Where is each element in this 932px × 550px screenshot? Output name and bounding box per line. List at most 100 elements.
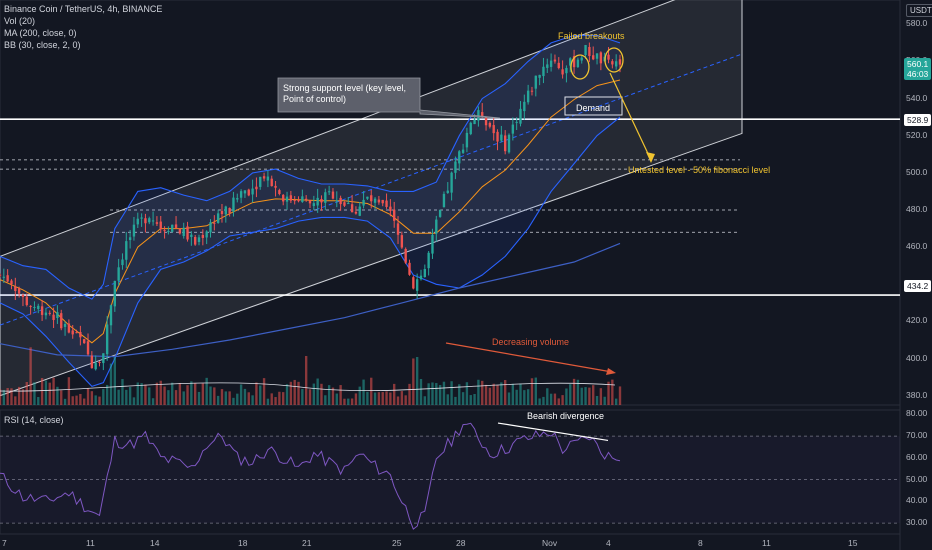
volume-bar [190, 381, 193, 405]
candle-body [151, 220, 155, 222]
volume-bar [500, 382, 503, 405]
volume-bar [33, 382, 36, 405]
candle-body [117, 267, 120, 281]
bollinger-legend[interactable]: BB (30, close, 2, 0) [4, 40, 81, 50]
time-tick: 11 [762, 538, 771, 548]
volume-bar [308, 389, 312, 405]
volume-bar [530, 378, 534, 405]
candle-body [488, 122, 492, 127]
candle-body [446, 190, 449, 193]
currency-badge[interactable]: USDT [906, 4, 932, 17]
candle-body [312, 203, 316, 207]
volume-bar [614, 398, 618, 405]
time-tick: 11 [86, 538, 95, 548]
resistance-level-badge: 528.9 [904, 114, 932, 126]
volume-bar [109, 363, 113, 405]
volume-bar [458, 384, 461, 405]
candle-body [500, 134, 503, 141]
volume-bar [205, 377, 208, 405]
candle-body [262, 176, 266, 179]
volume-bar [209, 386, 212, 405]
candle-body [530, 90, 534, 92]
breakout-circle [604, 47, 624, 73]
volume-bar [442, 381, 446, 405]
price-tick: 400.0 [906, 352, 928, 363]
price-tick: 520.0 [906, 129, 928, 140]
price-tick: 380.0 [906, 389, 928, 400]
candle-body [48, 312, 51, 314]
candle-body [350, 204, 354, 213]
volume-bar [354, 393, 358, 405]
volume-bar [262, 378, 266, 405]
candle-body [2, 276, 6, 278]
price-tick: 500.0 [906, 166, 928, 177]
candle-body [239, 191, 243, 198]
ma-legend[interactable]: MA (200, close, 0) [4, 28, 77, 38]
volume-legend[interactable]: Vol (20) [4, 16, 36, 26]
support-level-badge: 434.2 [904, 280, 932, 292]
candle-body [71, 330, 74, 335]
volume-bar [427, 383, 430, 405]
candle-body [236, 198, 239, 200]
candle-body [121, 259, 124, 266]
volume-bar [511, 383, 515, 405]
candle-body [526, 90, 530, 103]
volume-bar [182, 391, 185, 405]
candle-body [213, 222, 216, 224]
volume-bar [136, 382, 139, 405]
volume-bar [438, 384, 442, 405]
rsi-legend[interactable]: RSI (14, close) [4, 415, 64, 425]
candle-body [614, 61, 618, 67]
volume-bar [186, 385, 189, 405]
volume-bar [132, 397, 136, 405]
candle-body [435, 219, 438, 234]
volume-bar [603, 396, 606, 405]
candle-body [450, 172, 453, 193]
channel-midline [0, 53, 743, 326]
volume-bar [595, 395, 599, 405]
candle-body [423, 269, 427, 278]
price-tick: 580.0 [906, 18, 928, 29]
volume-bar [0, 389, 2, 405]
candle-body [102, 353, 105, 364]
volume-bar [488, 387, 492, 405]
candle-body [515, 121, 518, 123]
candle-body [477, 110, 480, 121]
candle-body [21, 294, 25, 297]
candle-body [201, 234, 205, 238]
support-note-box [277, 77, 501, 119]
volume-bar [213, 387, 216, 405]
candle-body [67, 323, 71, 333]
candle-body [308, 200, 312, 204]
volume-bar [477, 379, 480, 405]
candle-body [438, 209, 442, 217]
time-tick: 4 [606, 538, 611, 548]
volume-bar [293, 379, 296, 405]
candle-body [186, 226, 189, 240]
volume-bar [327, 385, 331, 405]
candle-body [389, 206, 392, 212]
volume-bar [21, 389, 25, 405]
candle-body [611, 61, 614, 65]
time-tick: 7 [2, 538, 7, 548]
rsi-tick: 30.00 [906, 517, 928, 528]
candle-body [503, 135, 507, 152]
candle-body [255, 186, 258, 190]
candle-body [278, 190, 281, 194]
candle-body [113, 280, 117, 307]
volume-bar [370, 377, 373, 405]
volume-bar [236, 393, 239, 405]
rsi-tick: 80.00 [906, 408, 928, 419]
volume-bar [278, 391, 281, 405]
candle-body [109, 305, 113, 326]
candle-body [362, 199, 365, 206]
volume-bar [201, 383, 205, 405]
volume-bar [247, 392, 250, 405]
volume-bar [52, 377, 55, 405]
volume-bar [496, 384, 499, 405]
candle-body [293, 200, 296, 202]
symbol-legend[interactable]: Binance Coin / TetherUS, 4h, BINANCE [4, 4, 163, 14]
volume-bar [63, 398, 67, 405]
candle-body [289, 195, 293, 201]
